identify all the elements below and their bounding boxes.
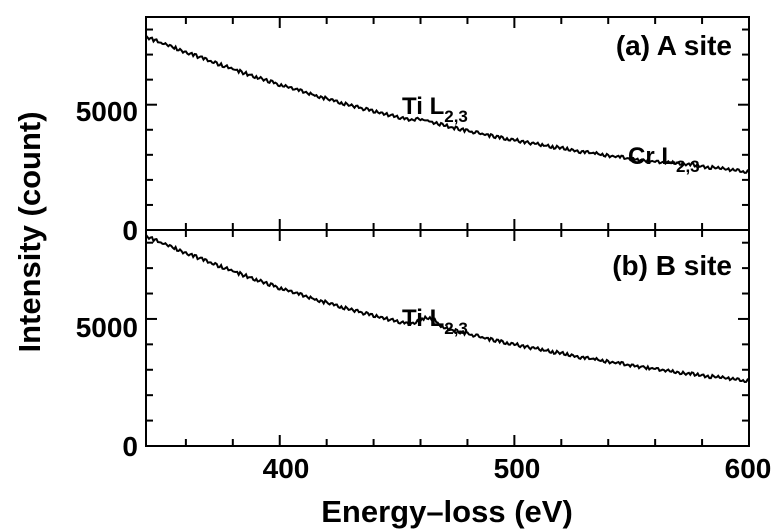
annotation-a-cr-main: Cr L (628, 143, 676, 170)
annotation-a-ti-sub: 2,3 (444, 107, 468, 126)
annotation-b-ti-main: Ti L (402, 305, 444, 332)
series-a-spectrum-line (145, 34, 750, 174)
y-axis-title: Intensity (count) (12, 111, 47, 352)
annotation-b-ti-sub: 2,3 (444, 319, 468, 338)
panel-a-label: (a) A site (616, 30, 732, 61)
annotation-b-ti: Ti L2,3 (402, 305, 468, 338)
panel-b-frame (145, 229, 750, 447)
x-tick-500: 500 (494, 453, 541, 484)
y-tick-b-5000: 5000 (76, 312, 138, 343)
panel-b-label: (b) B site (612, 250, 732, 281)
x-tick-600: 600 (725, 453, 772, 484)
annotation-a-cr-sub: 2,3 (676, 157, 700, 176)
y-tick-a-0: 0 (122, 215, 138, 246)
y-tick-a-5000: 5000 (76, 96, 138, 127)
series-b-spectrum-line (145, 234, 750, 384)
annotation-a-cr: Cr L2,3 (628, 143, 700, 176)
axis-ticks (146, 17, 750, 446)
annotation-a-ti-main: Ti L (402, 93, 444, 120)
y-tick-b-0: 0 (122, 431, 138, 462)
x-axis-title: Energy–loss (eV) (321, 494, 573, 529)
x-tick-400: 400 (263, 453, 310, 484)
annotation-a-ti: Ti L2,3 (402, 93, 468, 126)
